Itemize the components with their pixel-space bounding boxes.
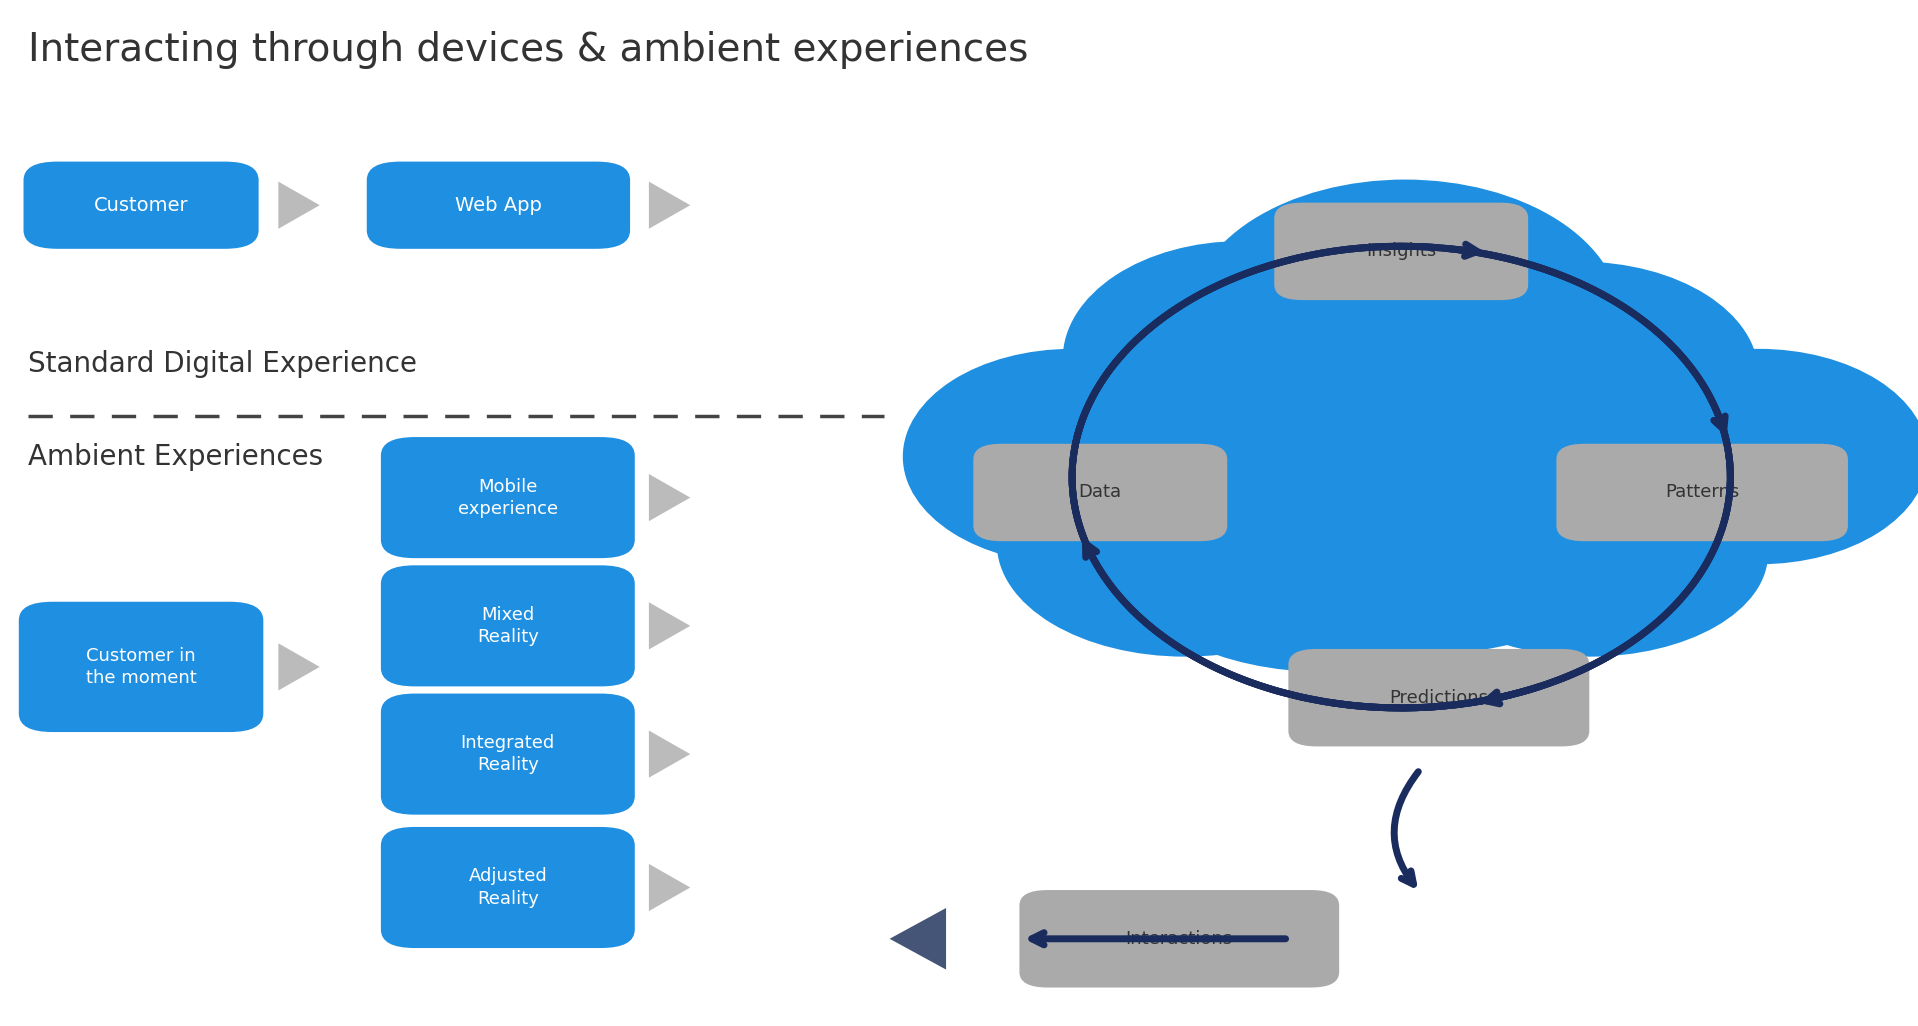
- FancyBboxPatch shape: [382, 565, 635, 686]
- Text: Insights: Insights: [1366, 242, 1437, 261]
- Polygon shape: [648, 731, 690, 778]
- FancyBboxPatch shape: [972, 443, 1228, 542]
- Ellipse shape: [1111, 318, 1694, 657]
- FancyBboxPatch shape: [1289, 648, 1590, 747]
- Ellipse shape: [1402, 262, 1759, 487]
- FancyBboxPatch shape: [382, 694, 635, 815]
- Ellipse shape: [1063, 241, 1419, 477]
- Text: Integrated
Reality: Integrated Reality: [460, 734, 554, 775]
- FancyBboxPatch shape: [382, 437, 635, 558]
- FancyBboxPatch shape: [1274, 203, 1529, 301]
- Text: Customer in
the moment: Customer in the moment: [86, 646, 196, 687]
- Polygon shape: [890, 908, 946, 970]
- Ellipse shape: [1590, 349, 1918, 564]
- Text: Customer: Customer: [94, 196, 188, 214]
- Polygon shape: [648, 182, 690, 229]
- FancyBboxPatch shape: [23, 162, 259, 248]
- Polygon shape: [648, 864, 690, 911]
- Text: Adjusted
Reality: Adjusted Reality: [468, 867, 547, 908]
- Text: Data: Data: [1078, 483, 1122, 502]
- Ellipse shape: [997, 431, 1373, 657]
- Text: Standard Digital Experience: Standard Digital Experience: [29, 350, 418, 379]
- Text: Ambient Experiences: Ambient Experiences: [29, 442, 324, 471]
- Text: Interactions: Interactions: [1126, 930, 1233, 948]
- Text: Mobile
experience: Mobile experience: [458, 477, 558, 518]
- FancyBboxPatch shape: [19, 601, 263, 733]
- Text: Web App: Web App: [455, 196, 543, 214]
- Ellipse shape: [1189, 180, 1621, 457]
- Polygon shape: [648, 602, 690, 649]
- Text: Patterns: Patterns: [1665, 483, 1740, 502]
- Ellipse shape: [1410, 451, 1768, 657]
- Ellipse shape: [903, 349, 1241, 564]
- FancyBboxPatch shape: [1018, 891, 1339, 987]
- FancyBboxPatch shape: [382, 827, 635, 948]
- Polygon shape: [648, 474, 690, 521]
- Polygon shape: [278, 182, 320, 229]
- FancyBboxPatch shape: [366, 162, 631, 248]
- Ellipse shape: [1128, 467, 1523, 672]
- Text: Interacting through devices & ambient experiences: Interacting through devices & ambient ex…: [29, 31, 1028, 69]
- Text: Mixed
Reality: Mixed Reality: [478, 605, 539, 646]
- Polygon shape: [278, 643, 320, 690]
- Text: Predictions: Predictions: [1389, 688, 1488, 707]
- FancyBboxPatch shape: [1555, 443, 1847, 542]
